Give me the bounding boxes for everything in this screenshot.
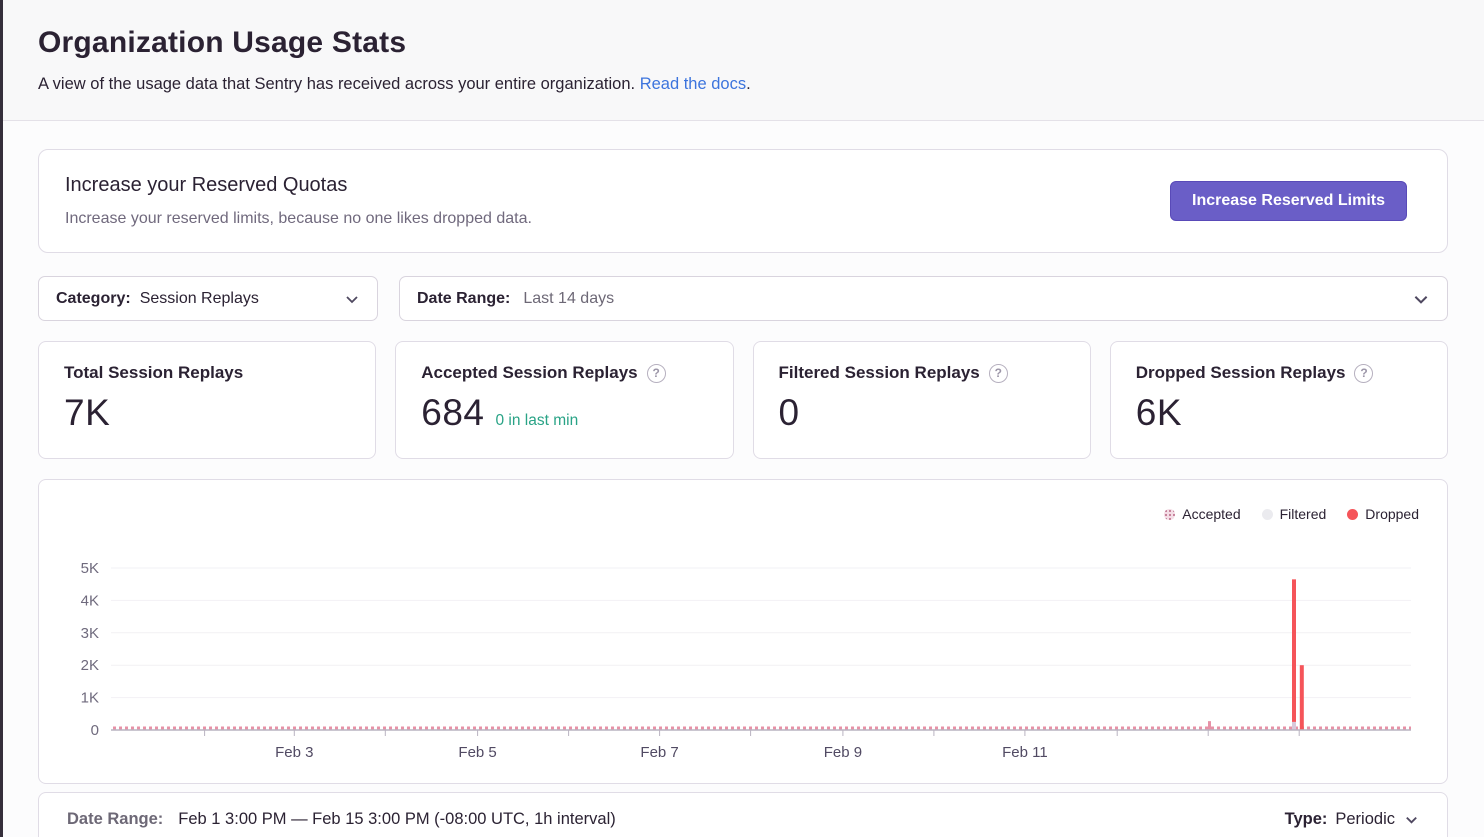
date-range-dropdown-label: Date Range: — [417, 289, 511, 307]
svg-text:Feb 11: Feb 11 — [1002, 744, 1048, 761]
usage-bar-chart: 0 1K 2K 3K 4K 5K Feb 3 Feb 5 Feb 7 Feb 9 Feb 11 — [81, 560, 1411, 761]
legend-item-accepted[interactable]: Accepted — [1164, 506, 1241, 522]
category-dropdown-value: Session Replays — [139, 289, 259, 307]
chevron-down-icon — [1404, 812, 1419, 827]
legend-item-filtered[interactable]: Filtered — [1261, 506, 1327, 522]
svg-text:5K: 5K — [81, 560, 99, 577]
legend-item-dropped[interactable]: Dropped — [1347, 506, 1419, 522]
footer-date-range-value: Feb 1 3:00 PM — Feb 15 3:00 PM (-08:00 U… — [178, 810, 616, 828]
help-icon[interactable]: ? — [646, 363, 666, 383]
read-the-docs-link[interactable]: Read the docs — [639, 75, 747, 93]
quota-banner-title: Increase your Reserved Quotas — [65, 174, 348, 196]
scorecard-filtered: Filtered Session Replays ? 0 — [752, 341, 1091, 459]
main-content: Increase your Reserved Quotas Increase y… — [0, 149, 1484, 837]
page-subtitle-text: A view of the usage data that Sentry has… — [38, 75, 636, 93]
scorecard-filtered-title: Filtered Session Replays — [778, 363, 980, 382]
filters-row: Category: Session Replays Date Range: La… — [38, 276, 1448, 321]
svg-text:4K: 4K — [81, 592, 99, 609]
scorecard-total-value: 7K — [64, 392, 111, 433]
svg-text:1K: 1K — [81, 690, 99, 707]
type-dropdown-value: Periodic — [1335, 810, 1395, 828]
scorecard-dropped-title: Dropped Session Replays — [1135, 363, 1346, 382]
type-dropdown[interactable]: Type: Periodic — [1285, 810, 1419, 829]
svg-text:0: 0 — [91, 722, 99, 739]
dropped-legend-swatch-icon — [1347, 508, 1359, 520]
svg-text:2K: 2K — [81, 657, 99, 674]
help-icon[interactable]: ? — [988, 363, 1008, 383]
chevron-down-icon — [344, 291, 360, 307]
increase-reserved-limits-button[interactable]: Increase Reserved Limits — [1170, 181, 1407, 221]
accepted-legend-swatch-icon — [1164, 508, 1176, 520]
svg-text:3K: 3K — [81, 625, 99, 642]
svg-text:Feb 7: Feb 7 — [640, 744, 678, 761]
category-dropdown-label: Category: — [56, 289, 131, 307]
scorecard-accepted-trend: 0 in last min — [495, 412, 579, 429]
page-header: Organization Usage Stats A view of the u… — [0, 0, 1484, 121]
chart-legend: Accepted Filtered Dropped — [1164, 506, 1419, 522]
page-subtitle: A view of the usage data that Sentry has… — [38, 75, 1448, 94]
scorecard-accepted-title: Accepted Session Replays — [421, 363, 638, 382]
svg-text:Feb 9: Feb 9 — [824, 744, 862, 761]
scorecard-total-title: Total Session Replays — [64, 363, 244, 382]
chevron-down-icon — [1412, 290, 1430, 308]
usage-chart-plot: 0 1K 2K 3K 4K 5K Feb 3 Feb 5 Feb 7 Feb 9 Feb 11 — [55, 538, 1431, 779]
app-left-edge — [0, 0, 3, 837]
date-range-dropdown-value: Last 14 days — [523, 289, 615, 307]
legend-filtered-label: Filtered — [1279, 506, 1327, 522]
page-title: Organization Usage Stats — [38, 26, 407, 59]
filtered-legend-swatch-icon — [1261, 508, 1273, 520]
category-dropdown[interactable]: Category: Session Replays — [38, 276, 378, 321]
scorecard-dropped: Dropped Session Replays ? 6K — [1109, 341, 1448, 459]
page-subtitle-period: . — [746, 75, 751, 93]
footer-date-range-label: Date Range: — [67, 810, 164, 828]
chart-footer-bar: Date Range: Feb 1 3:00 PM — Feb 15 3:00 … — [38, 792, 1448, 837]
scorecard-filtered-value: 0 — [778, 392, 800, 433]
date-range-dropdown[interactable]: Date Range: Last 14 days — [399, 276, 1448, 321]
scorecard-accepted-value: 684 — [421, 392, 485, 433]
help-icon[interactable]: ? — [1354, 363, 1374, 383]
scorecard-total: Total Session Replays 7K — [38, 341, 377, 459]
svg-text:Feb 5: Feb 5 — [458, 744, 496, 761]
reserved-quota-banner: Increase your Reserved Quotas Increase y… — [38, 149, 1448, 253]
type-dropdown-label: Type: — [1284, 810, 1328, 828]
svg-text:Feb 3: Feb 3 — [275, 744, 313, 761]
scorecard-accepted: Accepted Session Replays ? 684 0 in last… — [395, 341, 734, 459]
footer-date-range: Date Range: Feb 1 3:00 PM — Feb 15 3:00 … — [67, 810, 616, 829]
quota-banner-text: Increase your Reserved Quotas Increase y… — [65, 174, 532, 228]
scorecards-row: Total Session Replays 7K Accepted Sessio… — [38, 341, 1448, 459]
quota-banner-description: Increase your reserved limits, because n… — [65, 210, 532, 227]
legend-accepted-label: Accepted — [1182, 506, 1241, 522]
scorecard-dropped-value: 6K — [1135, 392, 1183, 433]
legend-dropped-label: Dropped — [1365, 506, 1419, 522]
usage-chart-card: Accepted Filtered Dropped 0 1K 2K 3K 4K 5K Feb… — [38, 479, 1448, 784]
